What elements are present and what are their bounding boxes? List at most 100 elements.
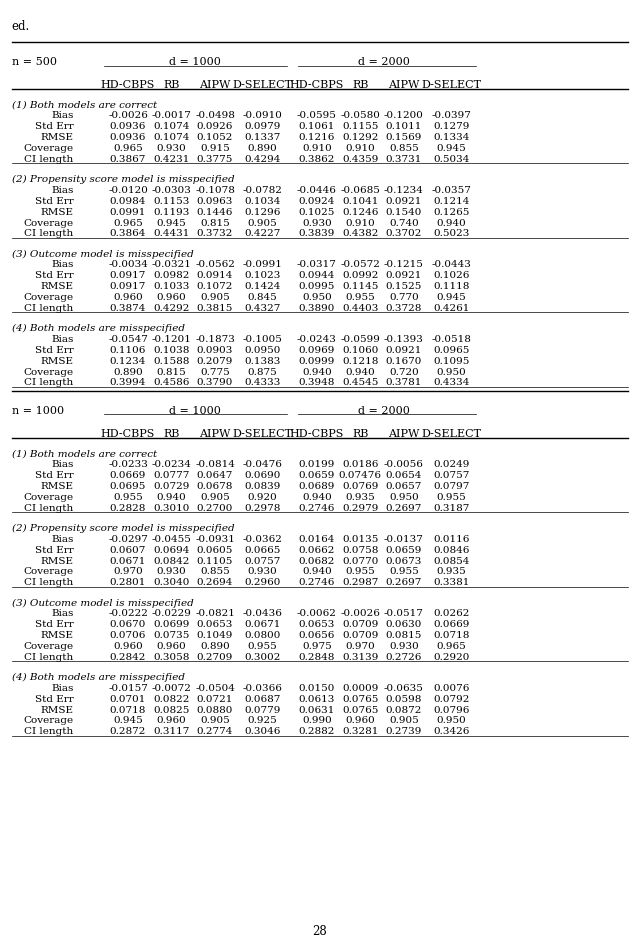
Text: 0.815: 0.815 [200,219,230,227]
Text: Bias: Bias [51,260,74,270]
Text: -0.0072: -0.0072 [152,684,191,693]
Text: 0.0757: 0.0757 [433,472,469,480]
Text: 0.4431: 0.4431 [154,229,189,239]
Text: 0.0979: 0.0979 [244,123,280,131]
Text: RMSE: RMSE [40,282,74,291]
Text: Coverage: Coverage [24,642,74,651]
Text: 0.940: 0.940 [302,368,332,376]
Text: 0.890: 0.890 [248,144,277,153]
Text: 0.1052: 0.1052 [197,133,233,142]
Text: -0.0017: -0.0017 [152,111,191,121]
Text: 0.1446: 0.1446 [197,207,233,217]
Text: 0.0815: 0.0815 [386,631,422,640]
Text: 0.3874: 0.3874 [110,304,146,313]
Text: -0.0518: -0.0518 [431,335,471,344]
Text: 0.4231: 0.4231 [154,155,189,164]
Text: 0.935: 0.935 [346,493,375,502]
Text: -0.0366: -0.0366 [243,684,282,693]
Text: 0.0842: 0.0842 [154,556,189,566]
Text: 0.1334: 0.1334 [433,133,469,142]
Text: 0.5034: 0.5034 [433,155,469,164]
Text: 0.1279: 0.1279 [433,123,469,131]
Text: 0.0673: 0.0673 [386,556,422,566]
Text: 0.0777: 0.0777 [154,472,189,480]
Text: Bias: Bias [51,609,74,619]
Text: n = 1000: n = 1000 [12,405,63,416]
Text: -0.0222: -0.0222 [108,609,148,619]
Text: 0.925: 0.925 [248,717,277,725]
Text: 0.2746: 0.2746 [299,578,335,587]
Text: 0.0682: 0.0682 [299,556,335,566]
Text: 0.855: 0.855 [200,568,230,576]
Text: 0.1033: 0.1033 [154,282,189,291]
Text: 0.0690: 0.0690 [244,472,280,480]
Text: 0.0678: 0.0678 [197,482,233,491]
Text: 0.4359: 0.4359 [342,155,378,164]
Text: 0.0670: 0.0670 [110,620,146,629]
Text: (3) Outcome model is misspecified: (3) Outcome model is misspecified [12,599,193,607]
Text: 0.3781: 0.3781 [386,378,422,388]
Text: 0.0758: 0.0758 [342,546,378,554]
Text: 0.1193: 0.1193 [154,207,189,217]
Text: 0.1588: 0.1588 [154,356,189,366]
Text: 0.0630: 0.0630 [386,620,422,629]
Text: (1) Both models are correct: (1) Both models are correct [12,450,157,458]
Text: -0.0782: -0.0782 [243,186,282,195]
Text: 0.3790: 0.3790 [197,378,233,388]
Text: AIPW: AIPW [199,80,231,90]
Text: Std Err: Std Err [35,695,74,703]
Text: 0.3815: 0.3815 [197,304,233,313]
Text: D-SELECT: D-SELECT [232,80,292,90]
Text: 0.3862: 0.3862 [299,155,335,164]
Text: 0.2872: 0.2872 [110,727,146,736]
Text: 0.0186: 0.0186 [342,460,378,470]
Text: RMSE: RMSE [40,356,74,366]
Text: -0.0595: -0.0595 [297,111,337,121]
Text: 0.0665: 0.0665 [244,546,280,554]
Text: Bias: Bias [51,186,74,195]
Text: (1) Both models are correct: (1) Both models are correct [12,101,157,109]
Text: Bias: Bias [51,684,74,693]
Text: 0.4545: 0.4545 [342,378,378,388]
Text: 0.0921: 0.0921 [386,346,422,355]
Text: -0.1393: -0.1393 [384,335,424,344]
Text: -0.0034: -0.0034 [108,260,148,270]
Text: 0.3864: 0.3864 [110,229,146,239]
Text: 0.3839: 0.3839 [299,229,335,239]
Text: 0.1049: 0.1049 [197,631,233,640]
Text: Coverage: Coverage [24,493,74,502]
Text: 0.1218: 0.1218 [342,356,378,366]
Text: -0.0362: -0.0362 [243,535,282,544]
Text: AIPW: AIPW [388,429,420,438]
Text: 0.0921: 0.0921 [386,272,422,280]
Text: 0.955: 0.955 [389,568,419,576]
Text: 0.2709: 0.2709 [197,653,233,662]
Text: 0.1034: 0.1034 [244,197,280,206]
Text: 0.0150: 0.0150 [299,684,335,693]
Text: d = 1000: d = 1000 [169,57,221,67]
Text: 0.3139: 0.3139 [342,653,378,662]
Text: 0.945: 0.945 [113,717,143,725]
Text: d = 2000: d = 2000 [358,57,410,67]
Text: Std Err: Std Err [35,620,74,629]
Text: -0.0321: -0.0321 [152,260,191,270]
Text: 0.5023: 0.5023 [433,229,469,239]
Text: 0.0982: 0.0982 [154,272,189,280]
Text: 0.1292: 0.1292 [342,133,378,142]
Text: 0.0984: 0.0984 [110,197,146,206]
Text: 0.4294: 0.4294 [244,155,280,164]
Text: -0.0572: -0.0572 [340,260,380,270]
Text: 0.3426: 0.3426 [433,727,469,736]
Text: 0.0701: 0.0701 [110,695,146,703]
Text: 0.0846: 0.0846 [433,546,469,554]
Text: -0.0476: -0.0476 [243,460,282,470]
Text: 0.0657: 0.0657 [386,482,422,491]
Text: 0.955: 0.955 [248,642,277,651]
Text: 0.720: 0.720 [389,368,419,376]
Text: 0.945: 0.945 [157,219,186,227]
Text: -0.0685: -0.0685 [340,186,380,195]
Text: -0.0455: -0.0455 [152,535,191,544]
Text: 0.0825: 0.0825 [154,705,189,715]
Text: 0.4334: 0.4334 [433,378,469,388]
Text: 0.845: 0.845 [248,293,277,302]
